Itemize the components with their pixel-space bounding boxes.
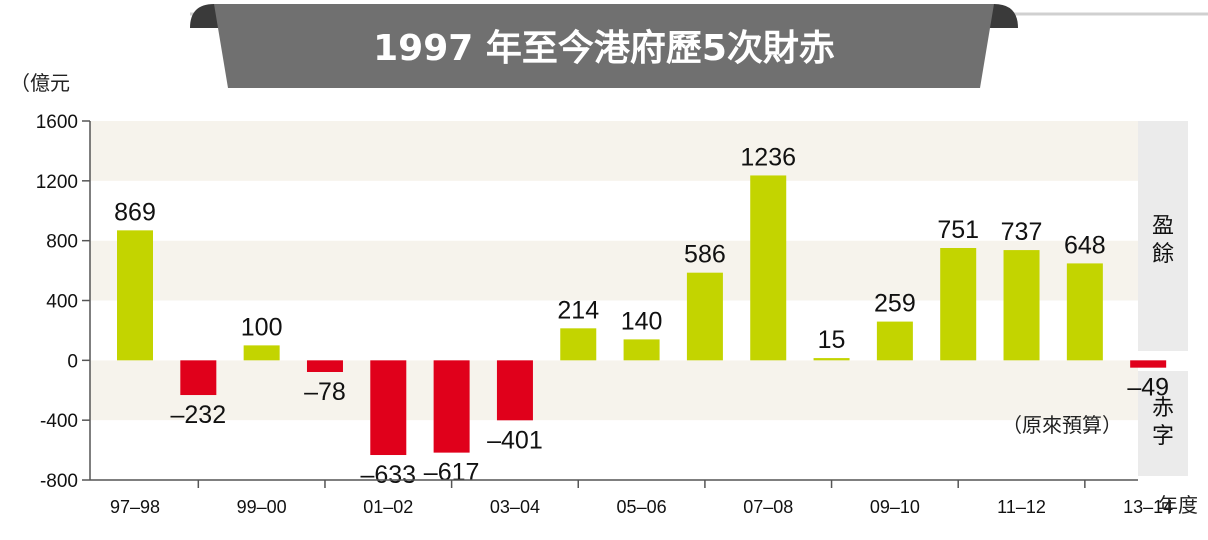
- y-tick-label: 1200: [36, 172, 78, 193]
- y-axis-ticks: 1600 1200 800 400 0 -400 -800: [36, 112, 90, 492]
- bar-value-label: 869: [114, 198, 156, 226]
- bar-value-label: 648: [1064, 231, 1106, 259]
- bar-03-04: [496, 360, 533, 421]
- y-tick-label: 0: [67, 351, 78, 372]
- y-tick-label: 1600: [36, 112, 78, 133]
- bar-value-label: –401: [487, 426, 543, 454]
- bar-97-98: [117, 230, 153, 361]
- y-tick-label: -400: [40, 411, 78, 432]
- y-axis-unit: （億元: [10, 71, 70, 95]
- y-tick-label: -800: [40, 471, 78, 492]
- x-tick-label: 11–12: [997, 497, 1046, 517]
- title-banner: 1997 年至今港府歷5次財赤: [190, 4, 1208, 88]
- bar-00-01: [306, 360, 343, 373]
- x-tick-label: 03–04: [490, 497, 540, 517]
- bar-value-label: –633: [360, 461, 416, 489]
- bar-value-label: 140: [621, 307, 663, 335]
- x-tick-label: 97–98: [110, 497, 160, 517]
- bar-value-label: 214: [557, 296, 599, 324]
- bar-09-10: [876, 321, 913, 361]
- x-tick-label: 01–02: [363, 497, 413, 517]
- bar-value-label: 751: [937, 216, 979, 244]
- bar-12-13: [1066, 263, 1103, 361]
- bar-02-03: [433, 360, 470, 453]
- bar-04-05: [560, 328, 597, 361]
- bar-99-00: [243, 345, 280, 361]
- x-tick-label: 99–00: [237, 497, 287, 517]
- bar-value-label: 259: [874, 290, 916, 318]
- band: [90, 420, 1138, 480]
- bar-06-07: [686, 272, 723, 361]
- bar-value-label: 1236: [740, 143, 796, 171]
- bar-11-12: [1003, 250, 1040, 361]
- bars: [117, 175, 1167, 456]
- surplus-label: 盈餘: [1152, 214, 1174, 267]
- deficit-panel: [1138, 371, 1188, 476]
- deficit-label: 赤字: [1152, 396, 1174, 449]
- budget-annotation: （原來預算）: [1002, 413, 1122, 437]
- banner-body: [214, 4, 994, 88]
- bar-08-09: [813, 358, 850, 361]
- bar-01-02: [370, 360, 407, 456]
- bar-98-99: [180, 360, 217, 396]
- band: [90, 180, 1138, 241]
- bar-value-label: 15: [818, 326, 846, 354]
- y-tick-label: 400: [46, 292, 78, 313]
- bar-value-label: –78: [304, 378, 346, 406]
- bar-value-label: 737: [1001, 218, 1043, 246]
- band: [90, 121, 1138, 181]
- bar-value-label: 100: [241, 313, 283, 341]
- y-tick-label: 800: [46, 232, 78, 253]
- bar-value-label: –232: [171, 401, 227, 429]
- band: [90, 360, 1138, 421]
- bar-13-14: [1130, 360, 1167, 368]
- x-tick-label: 07–08: [743, 497, 793, 517]
- surplus-panel: [1138, 121, 1188, 351]
- x-tick-label: 09–10: [870, 497, 920, 517]
- bar-10-11: [940, 247, 977, 361]
- x-axis-ticks: 97–98 99–00 01–02 03–04 05–06 07–08 09–10 11–12…: [110, 480, 1173, 517]
- bar-value-label: 586: [684, 241, 726, 269]
- background-bands: [90, 121, 1138, 480]
- x-axis-label: 年度: [1158, 493, 1198, 517]
- band: [90, 240, 1138, 301]
- x-tick-label: 13–14: [1123, 497, 1173, 517]
- x-tick-label: 05–06: [617, 497, 667, 517]
- chart-title: 1997 年至今港府歷5次財赤: [373, 27, 835, 69]
- bar-05-06: [623, 339, 660, 361]
- bar-value-label: –49: [1127, 374, 1169, 402]
- bar-07-08: [750, 175, 787, 361]
